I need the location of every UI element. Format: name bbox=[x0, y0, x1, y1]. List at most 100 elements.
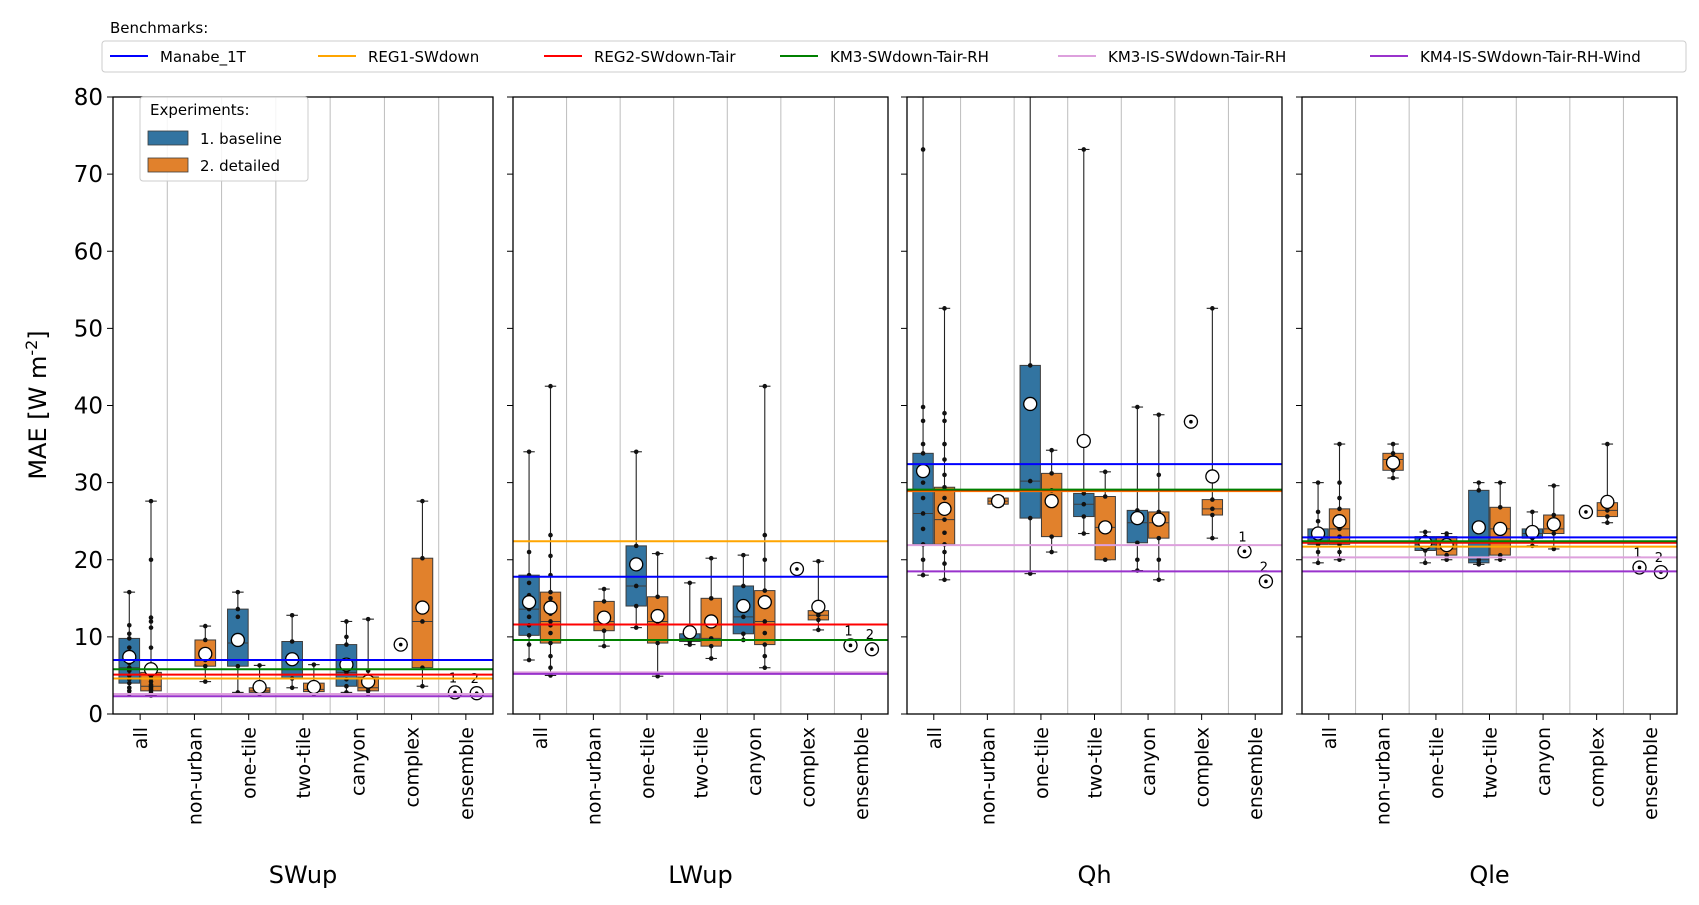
mean-marker bbox=[339, 657, 354, 672]
data-point bbox=[762, 665, 768, 671]
x-tick-label: complex bbox=[402, 727, 424, 808]
data-point bbox=[289, 685, 295, 691]
data-point bbox=[920, 441, 926, 447]
mean-marker bbox=[1471, 520, 1486, 535]
mean-center bbox=[795, 567, 799, 571]
data-point bbox=[1081, 147, 1087, 152]
data-point bbox=[420, 683, 425, 689]
benchmarks-legend: Benchmarks: Manabe_1T REG1-SWdown REG2-SWd… bbox=[101, 19, 1687, 73]
data-point bbox=[1210, 497, 1215, 502]
data-point bbox=[920, 572, 926, 578]
mean-marker bbox=[1546, 517, 1561, 532]
mean-marker bbox=[306, 679, 322, 695]
experiment-legend-swatch bbox=[147, 157, 189, 173]
data-point bbox=[126, 631, 132, 637]
data-point bbox=[1156, 412, 1162, 418]
data-point bbox=[762, 653, 768, 659]
x-tick-label: canyon bbox=[1533, 727, 1555, 796]
data-point bbox=[1390, 451, 1396, 456]
data-point bbox=[633, 625, 639, 630]
mean-marker bbox=[198, 646, 213, 661]
data-point bbox=[708, 656, 714, 661]
data-point bbox=[1049, 471, 1054, 476]
data-point bbox=[1337, 480, 1342, 485]
data-point bbox=[1605, 441, 1610, 447]
data-point bbox=[1444, 557, 1449, 563]
data-point bbox=[1210, 535, 1215, 541]
data-point bbox=[1605, 514, 1610, 519]
box-canyon-2 bbox=[1543, 483, 1565, 552]
data-point bbox=[1605, 520, 1610, 526]
data-point bbox=[816, 617, 821, 623]
box-one-tile-1 bbox=[227, 589, 249, 695]
data-point bbox=[1497, 505, 1503, 510]
data-point bbox=[762, 619, 768, 624]
data-point bbox=[942, 306, 947, 311]
data-point bbox=[1551, 531, 1557, 536]
mean-marker bbox=[736, 598, 751, 614]
data-point bbox=[1337, 557, 1342, 563]
data-point bbox=[816, 558, 821, 564]
data-point bbox=[548, 653, 553, 659]
data-point bbox=[633, 449, 639, 455]
box-ensemble-1: 1 bbox=[843, 624, 858, 653]
data-point bbox=[1102, 494, 1108, 499]
data-point bbox=[762, 630, 768, 636]
data-point bbox=[548, 553, 553, 559]
box-non-urban-2 bbox=[1382, 441, 1404, 481]
box-all-2 bbox=[140, 498, 162, 698]
ensemble-label: 1 bbox=[1238, 530, 1246, 545]
y-axis-label: MAE [W m-2] bbox=[22, 330, 52, 479]
box-canyon-2 bbox=[1148, 412, 1170, 583]
data-point bbox=[816, 612, 821, 618]
data-point bbox=[1156, 577, 1162, 583]
x-tick-label: all bbox=[924, 727, 946, 749]
data-point bbox=[687, 580, 693, 586]
data-point bbox=[526, 614, 532, 620]
data-point bbox=[1422, 560, 1428, 566]
mean-marker bbox=[1098, 520, 1113, 535]
x-tick-label: non-urban bbox=[583, 727, 605, 825]
ensemble-label: 2 bbox=[1655, 551, 1663, 566]
x-tick-label: all bbox=[530, 727, 552, 749]
data-point bbox=[1049, 534, 1054, 539]
y-tick-label: 20 bbox=[74, 548, 103, 574]
experiment-legend-swatch bbox=[147, 130, 189, 146]
x-tick-label: ensemble bbox=[1245, 727, 1267, 820]
data-point bbox=[1337, 506, 1342, 512]
data-point bbox=[920, 451, 926, 456]
x-tick-label: one-tile bbox=[1426, 727, 1448, 799]
x-tick-label: ensemble bbox=[1640, 727, 1662, 820]
panel-qle: 1 2 all non-urban one-tile two-tile canyon comp… bbox=[1296, 96, 1678, 889]
data-point bbox=[420, 555, 425, 561]
data-point bbox=[1027, 515, 1033, 521]
data-point bbox=[601, 586, 607, 592]
data-point bbox=[1049, 447, 1054, 453]
mean-marker bbox=[1205, 469, 1220, 484]
box-canyon-2 bbox=[357, 616, 379, 697]
data-point bbox=[1605, 508, 1610, 513]
data-point bbox=[235, 606, 241, 612]
data-point bbox=[601, 628, 607, 634]
benchmark-legend-label: KM3-SWdown-Tair-RH bbox=[830, 48, 989, 66]
data-point bbox=[1081, 531, 1087, 536]
data-point bbox=[235, 663, 241, 669]
data-point bbox=[1315, 560, 1321, 566]
box-two-tile-2 bbox=[700, 555, 722, 661]
data-point bbox=[1337, 441, 1342, 447]
data-point bbox=[548, 640, 553, 646]
panel-swup: 1201020304050607080allnon-urbanone-tilet… bbox=[74, 85, 494, 889]
mean-marker bbox=[1332, 514, 1347, 529]
data-point bbox=[1049, 549, 1054, 555]
data-point bbox=[1027, 478, 1033, 484]
data-point bbox=[942, 457, 947, 462]
box-two-tile-1 bbox=[679, 580, 701, 647]
data-point bbox=[1315, 518, 1321, 524]
benchmark-legend-label: REG1-SWdown bbox=[368, 48, 479, 66]
data-point bbox=[1551, 512, 1557, 518]
data-point bbox=[1337, 495, 1342, 501]
data-point bbox=[762, 588, 768, 593]
data-point bbox=[741, 583, 746, 589]
panel-lwup: 1 2 all non-urban one-tile two-tile canyon comp… bbox=[507, 96, 889, 889]
